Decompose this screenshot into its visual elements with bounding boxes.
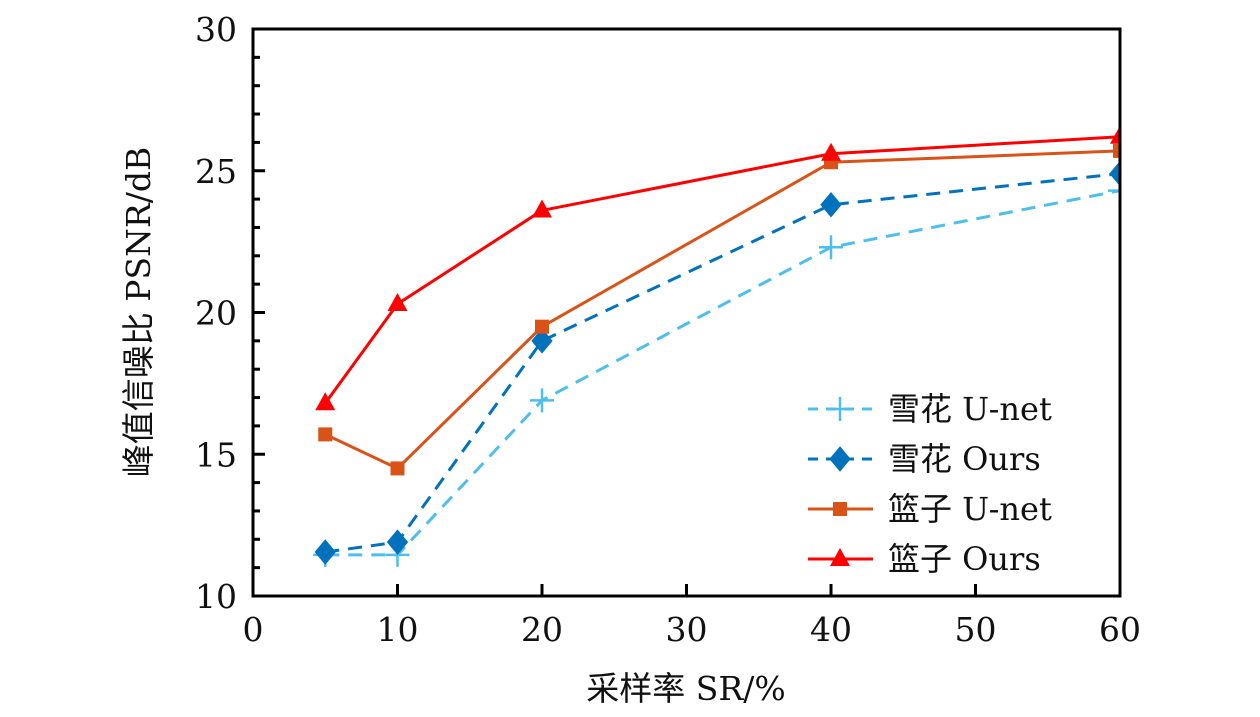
x-tick-label: 20 (521, 610, 563, 649)
legend-marker-square (833, 502, 847, 516)
data-point-square (318, 427, 333, 442)
y-tick-label: 15 (195, 435, 237, 474)
x-tick-label: 60 (1099, 610, 1141, 649)
x-tick-label: 10 (377, 610, 419, 649)
data-point-triangle (532, 199, 552, 218)
legend: 雪花 U-net 雪花 Ours 篮子 U-net 篮子 Ours (808, 390, 1052, 578)
x-tick-label: 30 (666, 610, 708, 649)
data-point-plus (819, 235, 843, 260)
series-layer (313, 125, 1120, 567)
data-point-triangle (387, 292, 408, 311)
y-tick-label: 25 (195, 152, 237, 191)
legend-item: 雪花 Ours (808, 440, 1041, 478)
data-point-square (390, 461, 405, 476)
x-axis-label: 采样率 SR/% (586, 669, 785, 708)
data-point-triangle (1110, 125, 1120, 144)
axis-ticks (253, 55, 977, 596)
plot-frame (251, 27, 1122, 598)
data-point-triangle (821, 142, 841, 161)
data-point-diamond (386, 529, 409, 555)
y-axis-label: 峰值信噪比 PSNR/dB (119, 147, 158, 478)
legend-marker-plus (828, 397, 852, 421)
data-point-diamond (314, 539, 336, 565)
data-point-diamond (531, 328, 553, 354)
series-1 (314, 160, 1120, 565)
data-point-plus (530, 388, 554, 413)
legend-marker-diamond (829, 446, 851, 472)
x-tick-label: 40 (810, 610, 852, 649)
data-point-square (1113, 143, 1120, 158)
legend-item: 篮子 Ours (808, 540, 1041, 578)
legend-label: 篮子 U-net (888, 490, 1052, 528)
legend-label: 雪花 U-net (888, 390, 1052, 428)
y-tick-label: 20 (195, 294, 237, 333)
legend-item: 篮子 U-net (808, 490, 1052, 528)
data-point-diamond (1109, 160, 1120, 187)
legend-label: 篮子 Ours (888, 540, 1041, 578)
series-line (324, 135, 1120, 405)
legend-label: 雪花 Ours (888, 440, 1041, 478)
x-tick-label: 0 (243, 610, 264, 649)
data-point-diamond (820, 191, 842, 218)
legend-item: 雪花 U-net (808, 390, 1052, 428)
y-tick-label: 30 (195, 10, 237, 49)
x-tick-label: 50 (955, 610, 997, 649)
data-point-triangle (315, 392, 336, 411)
data-point-plus (1108, 178, 1120, 203)
legend-marker-triangle (830, 548, 850, 566)
series-line (325, 172, 1120, 554)
data-point-square (535, 319, 549, 334)
y-tick-label: 10 (195, 577, 237, 616)
series-3 (315, 125, 1120, 411)
